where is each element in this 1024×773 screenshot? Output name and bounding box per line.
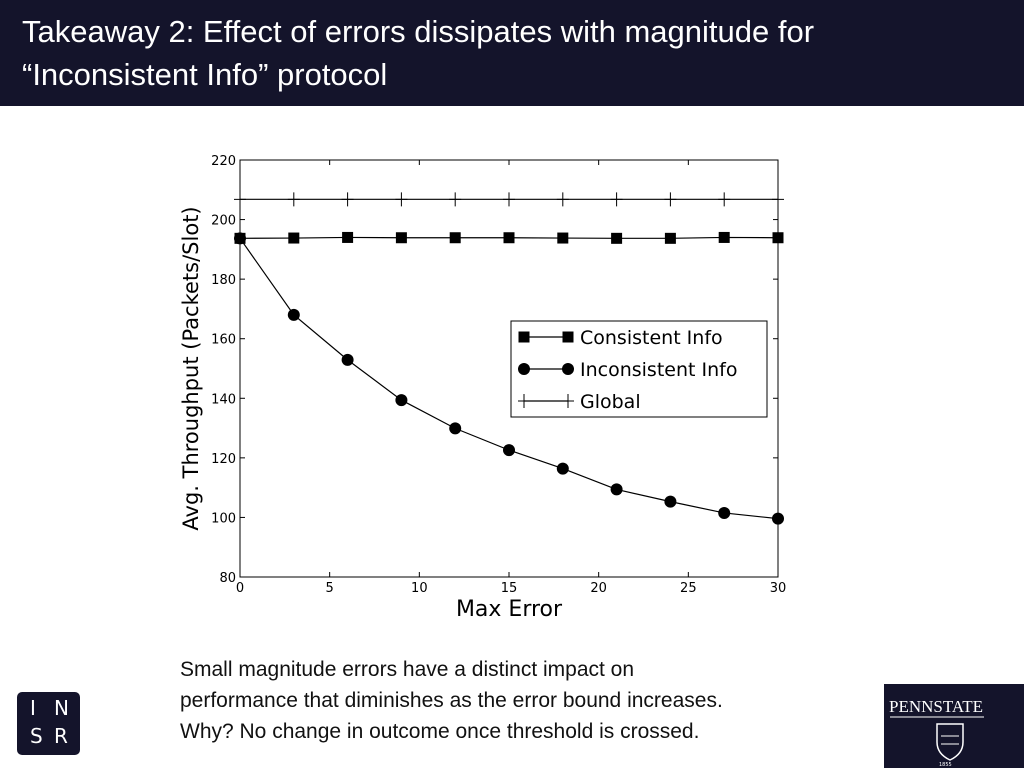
data-point-inconsistent-info (556, 462, 569, 475)
data-point-global (234, 192, 246, 207)
data-point-inconsistent-info (449, 422, 462, 435)
data-point-inconsistent-info (664, 495, 677, 508)
y-tick-label: 80 (219, 571, 236, 586)
x-tick-label: 25 (680, 581, 697, 596)
x-tick-label: 10 (411, 581, 428, 596)
y-tick-label: 200 (211, 214, 236, 229)
x-tick-label: 30 (770, 581, 787, 596)
data-point-global (664, 192, 677, 207)
slide-title-line-2: “Inconsistent Info” protocol (22, 57, 388, 92)
caption-line-3: Why? No change in outcome once threshold… (180, 720, 700, 743)
insr-letter-r: R (54, 724, 68, 748)
pennstate-logo: PENNSTATE 1855 (884, 684, 1024, 768)
data-point-consistent-info (449, 232, 461, 244)
insr-letter-i: I (30, 696, 36, 720)
legend-marker-consistent-info (562, 331, 574, 343)
insr-logo: I N S R (17, 692, 80, 755)
data-point-inconsistent-info (395, 394, 408, 407)
data-point-inconsistent-info (610, 483, 623, 496)
data-point-global (772, 192, 784, 207)
x-tick-label: 15 (501, 581, 518, 596)
caption-line-1: Small magnitude errors have a distinct i… (180, 658, 635, 681)
legend-marker-inconsistent-info (562, 363, 574, 375)
caption-line-2: performance that diminishes as the error… (180, 689, 723, 712)
legend-label-global: Global (580, 391, 641, 413)
y-axis-label: Avg. Throughput (Packets/Slot) (179, 206, 203, 530)
data-point-consistent-info (503, 232, 515, 244)
pennstate-shield-icon: PENNSTATE 1855 (889, 697, 984, 768)
data-point-consistent-info (611, 232, 623, 244)
data-point-global (503, 192, 515, 207)
data-point-global (610, 192, 623, 207)
pennstate-wordmark: PENNSTATE (889, 697, 983, 716)
insr-letter-s: S (30, 724, 43, 748)
y-tick-label: 140 (211, 392, 236, 407)
y-tick-label: 120 (211, 452, 236, 467)
y-tick-label: 100 (211, 511, 236, 526)
data-point-global (287, 192, 300, 207)
caption: Small magnitude errors have a distinct i… (180, 654, 820, 747)
legend-label-inconsistent-info: Inconsistent Info (580, 359, 737, 381)
legend-label-consistent-info: Consistent Info (580, 327, 723, 349)
data-point-inconsistent-info (503, 444, 515, 457)
data-point-consistent-info (664, 232, 676, 244)
data-point-inconsistent-info (772, 512, 784, 525)
throughput-chart: 0 5 10 15 20 25 30 80 100 120 140 160 180 200 220 Max E… (179, 154, 787, 622)
data-point-global (718, 192, 731, 207)
data-point-inconsistent-info (718, 506, 731, 519)
data-point-inconsistent-info (234, 232, 246, 245)
data-point-consistent-info (718, 231, 730, 243)
y-tick-label: 220 (211, 154, 236, 169)
data-point-global (449, 192, 462, 207)
y-tick-label: 160 (211, 333, 236, 348)
data-point-global (341, 192, 354, 207)
y-tick-label: 180 (211, 273, 236, 288)
x-tick-label: 0 (236, 581, 244, 596)
data-point-global (395, 192, 408, 207)
legend-marker-global (518, 394, 530, 408)
data-point-inconsistent-info (341, 353, 354, 366)
x-axis-label: Max Error (456, 597, 563, 622)
legend-marker-global (562, 394, 574, 408)
legend-marker-inconsistent-info (518, 363, 530, 375)
data-point-consistent-info (395, 232, 407, 244)
insr-letter-n: N (54, 696, 69, 720)
data-point-consistent-info (342, 231, 354, 243)
data-point-consistent-info (772, 232, 784, 244)
title-bar: Takeaway 2: Effect of errors dissipates … (0, 0, 1024, 106)
x-tick-label: 5 (326, 581, 334, 596)
data-point-global (556, 192, 569, 207)
x-tick-label: 20 (590, 581, 607, 596)
legend-marker-consistent-info (518, 331, 530, 343)
data-point-consistent-info (288, 232, 300, 244)
data-point-consistent-info (557, 232, 569, 244)
slide-title-line-1: Takeaway 2: Effect of errors dissipates … (22, 14, 815, 49)
data-point-inconsistent-info (287, 308, 300, 321)
pennstate-year: 1855 (939, 762, 952, 768)
